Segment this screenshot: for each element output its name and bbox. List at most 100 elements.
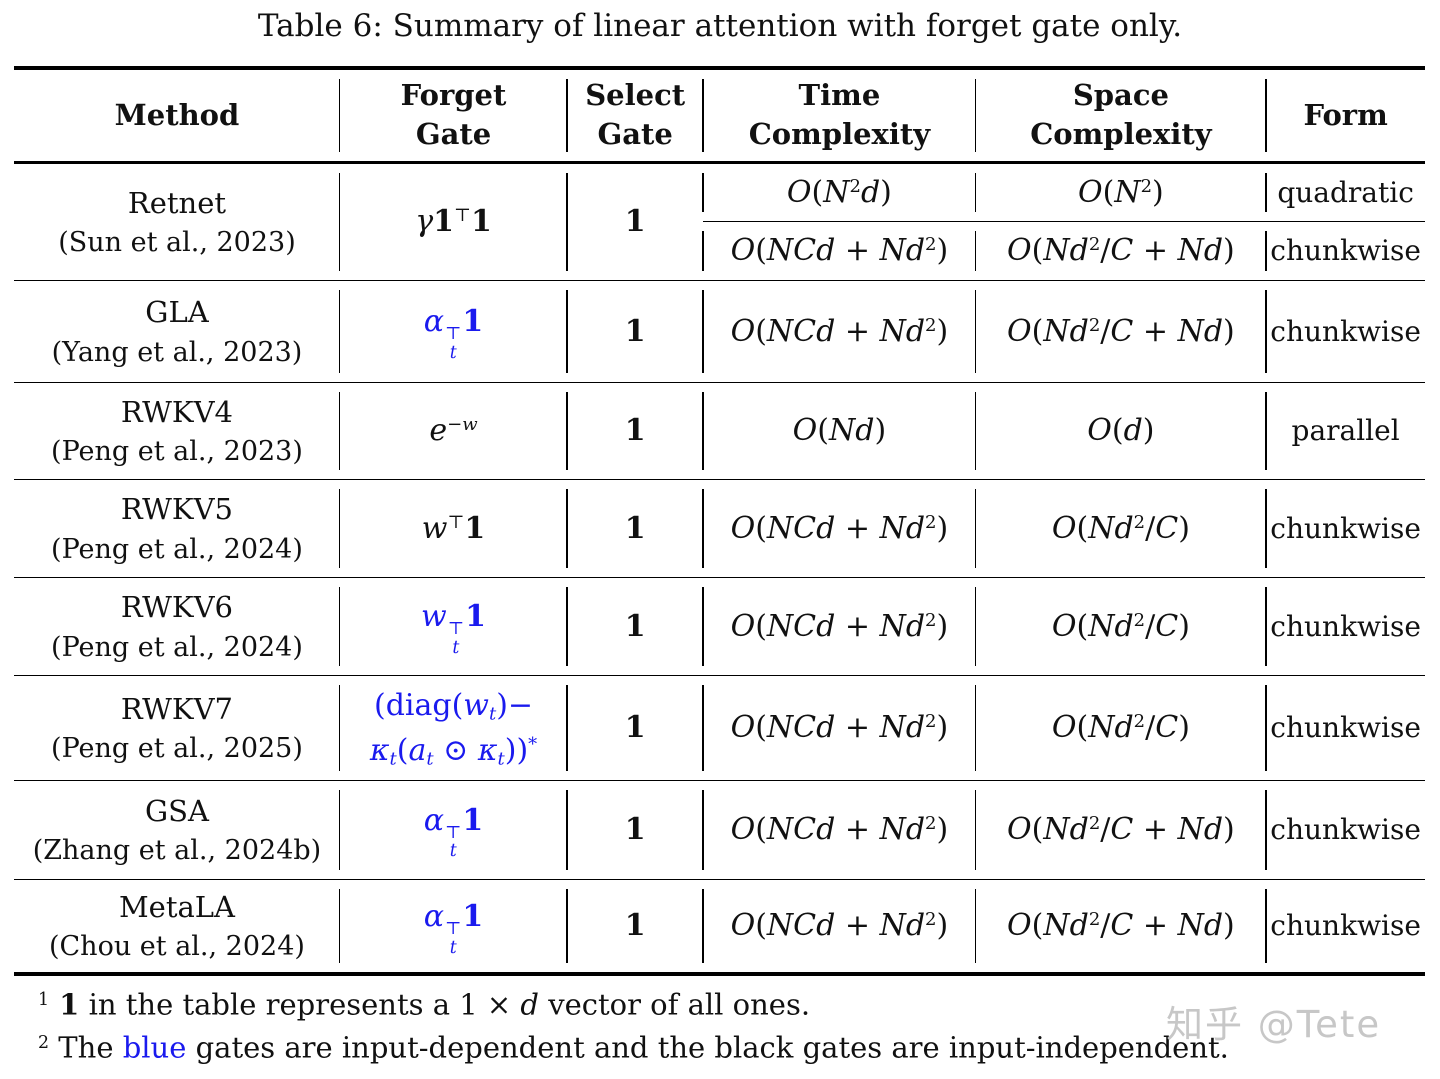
forget-gate-cell: e−w [338,382,567,479]
table-sub-row: O(NCd + Nd2) O(Nd2/C + Nd) chunkwise [14,220,1425,280]
method-cell: MetaLA (Chou et al., 2024) [14,879,340,974]
form-cell: parallel [1265,382,1425,479]
select-gate-cell: 1 [566,879,703,974]
forget-gate-expression: (diag(wt)− [373,687,534,725]
method-name: RWKV5 [120,492,233,527]
header-row: Method Forget Gate Select Gate Time Comp… [14,68,1425,164]
form-cell: quadratic [1265,162,1425,221]
method-citation: (Sun et al., 2023) [58,227,296,259]
method-citation: (Peng et al., 2024) [51,631,303,663]
forget-gate-cell: γ1⊤1 [338,162,567,280]
method-name: Retnet [127,185,227,220]
method-cell: GLA (Yang et al., 2023) [14,280,340,382]
select-gate-cell: 1 [566,780,703,879]
forget-gate-expression: α ⊤ t 1 [423,802,484,862]
forget-gate-expression: α ⊤ t 1 [423,304,484,363]
table-body: Retnet (Sun et al., 2023) γ1⊤1 1 O(N2d) O(N2)… [14,162,1425,974]
space-complexity-cell: O(Nd2/C + Nd) [974,879,1267,974]
time-complexity-cell: O(NCd + Nd2) [702,479,975,577]
method-citation: (Peng et al., 2023) [51,436,303,468]
time-complexity-cell: O(NCd + Nd2) [702,280,975,382]
forget-gate-expression: e−w [429,413,478,448]
forget-gate-cell: α ⊤ t 1 [338,879,567,974]
col-header-space-complexity: Space Complexity [974,68,1267,164]
table-row: GLA (Yang et al., 2023) α ⊤ t 1 1 O(NCd + Nd2) O… [14,280,1425,382]
table-row: GSA (Zhang et al., 2024b) α ⊤ t 1 1 O(NCd + Nd2… [14,780,1425,879]
space-complexity-cell: O(Nd2/C) [974,675,1267,780]
watermark: 知乎 @Tete [1166,1003,1382,1046]
forget-gate-cell: w ⊤ t 1 [338,577,567,675]
col-header-method: Method [14,68,340,164]
time-complexity-cell: O(NCd + Nd2) [702,577,975,675]
form-cell: chunkwise [1265,220,1425,280]
form-cell: chunkwise [1265,479,1425,577]
table-header: Method Forget Gate Select Gate Time Comp… [14,68,1425,164]
method-cell: RWKV7 (Peng et al., 2025) [14,675,340,780]
form-cell: chunkwise [1265,879,1425,974]
form-cell: chunkwise [1265,780,1425,879]
sup-sub-stack: ⊤ t [445,918,462,958]
method-cell: Retnet (Sun et al., 2023) [14,162,340,280]
space-complexity-cell: O(Nd2/C) [974,479,1267,577]
forget-gate-cell: (diag(wt)− κt(at ⊙ κt))* [338,675,567,780]
table-row: RWKV6 (Peng et al., 2024) w ⊤ t 1 1 O(NCd + Nd2… [14,577,1425,675]
space-complexity-cell: O(N2) [974,162,1267,221]
table-caption: Table 6: Summary of linear attention wit… [257,8,1183,44]
forget-gate-expression: κt(at ⊙ κt))* [369,732,538,770]
method-name: GLA [145,295,209,330]
footnote-1: 1 1 in the table represents a 1 × d vect… [38,987,811,1022]
method-name: RWKV6 [120,590,233,625]
forget-gate-expression: w ⊤ t 1 [421,599,486,658]
forget-gate-cell: α ⊤ t 1 [338,280,567,382]
form-cell: chunkwise [1265,577,1425,675]
method-citation: (Peng et al., 2024) [51,533,303,565]
form-cell: chunkwise [1265,675,1425,780]
col-header-form: Form [1265,68,1425,164]
sup-sub-stack: ⊤ t [447,619,465,658]
method-cell: GSA (Zhang et al., 2024b) [14,780,340,879]
select-gate-cell: 1 [566,479,703,577]
method-cell: RWKV4 (Peng et al., 2023) [14,382,340,479]
time-complexity-cell: O(NCd + Nd2) [702,780,975,879]
space-complexity-cell: O(Nd2/C + Nd) [974,780,1267,879]
space-complexity-cell: O(Nd2/C + Nd) [974,220,1267,280]
method-name: MetaLA [118,889,235,924]
forget-gate-expression: γ1⊤1 [415,204,492,239]
select-gate-cell: 1 [566,162,703,280]
form-cell: chunkwise [1265,280,1425,382]
method-cell: RWKV5 (Peng et al., 2024) [14,479,340,577]
method-cell: RWKV6 (Peng et al., 2024) [14,577,340,675]
space-complexity-cell: O(Nd2/C) [974,577,1267,675]
table-row: MetaLA (Chou et al., 2024) α ⊤ t 1 1 O(NCd + Nd… [14,879,1425,974]
method-name: RWKV7 [120,691,233,726]
method-citation: (Zhang et al., 2024b) [32,835,322,867]
table-row: RWKV4 (Peng et al., 2023) e−w 1 O(Nd) O(d) par… [14,382,1425,479]
sup-sub-stack: ⊤ t [445,324,462,363]
select-gate-cell: 1 [566,577,703,675]
col-header-forget-gate: Forget Gate [338,68,568,164]
col-header-time-complexity: Time Complexity [702,68,976,164]
select-gate-cell: 1 [566,280,703,382]
method-name: GSA [144,793,209,828]
table-row: Retnet (Sun et al., 2023) γ1⊤1 1 O(N2d) O(N2)… [14,162,1425,269]
space-complexity-cell: O(Nd2/C + Nd) [974,280,1267,382]
time-complexity-cell: O(N2d) [702,162,975,221]
forget-gate-cell: w⊤1 [338,479,567,577]
table-row: RWKV5 (Peng et al., 2024) w⊤1 1 O(NCd + Nd2)… [14,479,1425,577]
method-citation: (Yang et al., 2023) [51,336,303,368]
forget-gate-expression: α ⊤ t 1 [423,899,484,958]
method-citation: (Chou et al., 2024) [48,931,305,963]
method-name: RWKV4 [120,394,233,429]
footnote-2: 2 The blue gates are input-dependent and… [38,1030,1229,1065]
sup-sub-stack: ⊤ t [445,822,462,862]
space-complexity-cell: O(d) [974,382,1267,479]
select-gate-cell: 1 [566,382,703,479]
select-gate-cell: 1 [566,675,703,780]
forget-gate-cell: α ⊤ t 1 [338,780,567,879]
forget-gate-expression: w⊤1 [421,510,486,546]
time-complexity-cell: O(NCd + Nd2) [702,220,976,280]
time-complexity-cell: O(NCd + Nd2) [702,879,975,974]
summary-table: Method Forget Gate Select Gate Time Comp… [14,66,1425,976]
time-complexity-cell: O(NCd + Nd2) [702,675,975,780]
time-complexity-cell: O(Nd) [702,382,975,479]
